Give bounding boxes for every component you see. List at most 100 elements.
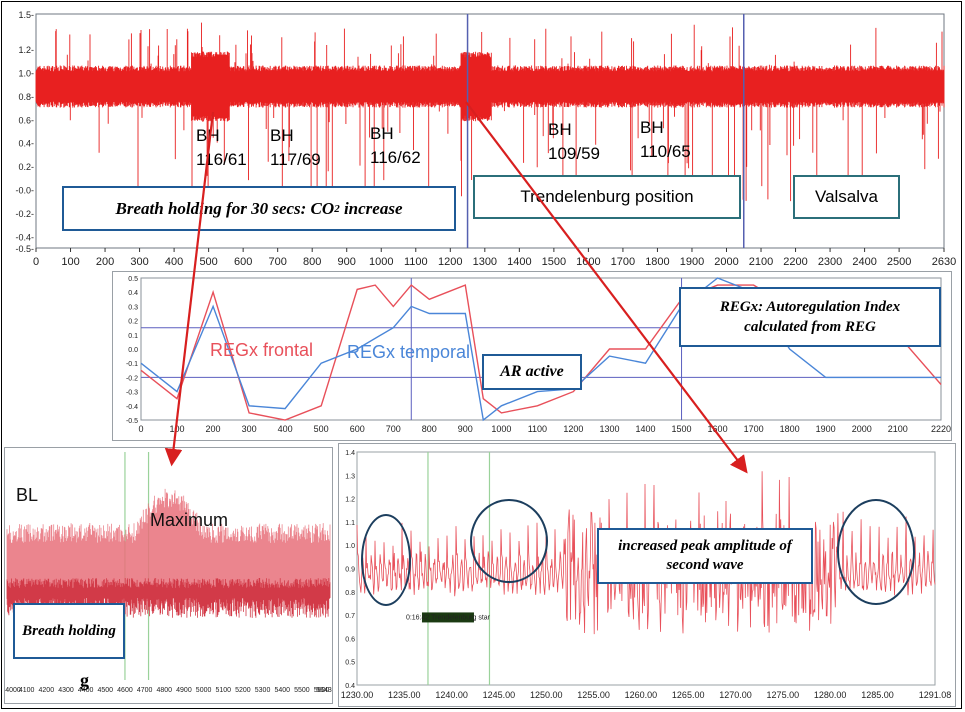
x-tick-label: 1200 xyxy=(438,256,462,268)
box-text: Valsalva xyxy=(815,187,878,206)
top-chart-panel: 1.5- 1.2- 1.0- 0.8- 0.6- 0.4- 0.2- -0.0- -0.2- -0… xyxy=(4,4,956,272)
x-tick-label: 400 xyxy=(278,424,293,434)
x-tick-label: 4100 xyxy=(19,687,35,694)
highlight-ellipse-2 xyxy=(470,499,548,583)
y-tick-label: 1.2- xyxy=(18,45,34,55)
x-tick-label: 1400 xyxy=(507,256,531,268)
bh-label: BH xyxy=(196,126,220,145)
maximum-label: Maximum xyxy=(150,510,229,530)
signal-trace xyxy=(35,22,945,222)
y-tick-label: 0.4 xyxy=(345,683,355,690)
x-tick-label: 1700 xyxy=(611,256,635,268)
y-tick-label: -0.2 xyxy=(126,375,138,382)
y-tick-label: 1.4 xyxy=(345,450,355,457)
x-tick-label: 4200 xyxy=(39,687,55,694)
y-tick-label: 0.8 xyxy=(345,590,355,597)
x-tick-label: 500 xyxy=(199,256,217,268)
bp-value: 117/69 xyxy=(270,150,321,169)
y-tick-label: 0.2- xyxy=(18,162,34,172)
x-tick-label: 1100 xyxy=(528,424,547,434)
x-tick-label: 2220 xyxy=(931,424,951,434)
top-chart: 1.5- 1.2- 1.0- 0.8- 0.6- 0.4- 0.2- -0.0- -0.2- -0… xyxy=(15,10,956,268)
x-tick-label: 4700 xyxy=(137,687,153,694)
x-tick-label: 1235.00 xyxy=(388,690,421,700)
y-tick-label: 0.6 xyxy=(345,636,355,643)
box-text: REGx: Autoregulation Index calculated fr… xyxy=(719,299,901,335)
x-tick-label: 1800 xyxy=(780,424,800,434)
x-tick-label: 600 xyxy=(234,256,252,268)
y-tick-label: -0.0- xyxy=(15,186,34,196)
y-tick-label: -0.4 xyxy=(126,404,138,411)
regx-autoregulation-box: REGx: Autoregulation Index calculated fr… xyxy=(679,287,941,347)
regx-temporal-label: REGx temporal xyxy=(347,342,471,362)
y-tick-label: 0.2 xyxy=(128,319,138,326)
x-tick-label: 5400 xyxy=(274,687,290,694)
x-tick-label: 4600 xyxy=(117,687,133,694)
y-tick-label: -0.5 xyxy=(126,418,138,425)
x-tick-label: 900 xyxy=(338,256,356,268)
bp-value: 116/62 xyxy=(370,148,421,167)
x-tick-label: 4000 xyxy=(5,687,21,694)
y-tick-label: 0.0 xyxy=(128,347,138,354)
x-tick-label: 1000 xyxy=(369,256,393,268)
y-tick-label: 0.1 xyxy=(128,333,138,340)
x-tick-label: 700 xyxy=(268,256,286,268)
x-tick-label: 2300 xyxy=(818,256,842,268)
y-tick-label: 0.5 xyxy=(128,276,138,283)
y-tick-label: -0.3 xyxy=(126,390,138,397)
box-text: AR active xyxy=(500,363,564,380)
x-tick-label: 2630 xyxy=(932,256,956,268)
bp-value: 110/65 xyxy=(640,142,691,161)
x-tick-label: 500 xyxy=(314,424,329,434)
x-tick-label: 1700 xyxy=(744,424,764,434)
bh-label: BH xyxy=(548,120,572,139)
x-tick-label: 1900 xyxy=(680,256,704,268)
x-tick-label: 0 xyxy=(33,256,39,268)
x-tick-label: 1230.00 xyxy=(341,690,374,700)
x-tick-label: 5000 xyxy=(196,687,212,694)
x-tick-label: 1500 xyxy=(672,424,692,434)
y-tick-label: -0.1 xyxy=(126,361,138,368)
peak-amplitude-box: increased peak amplitude of second wave xyxy=(597,528,813,584)
box-text: Breath holding for 30 secs: CO xyxy=(115,198,335,218)
ar-active-box: AR active xyxy=(482,354,582,390)
y-tick-label: 1.0- xyxy=(18,69,34,79)
y-tick-label: 0.4 xyxy=(128,290,138,297)
x-tick-label: 800 xyxy=(303,256,321,268)
bottom-left-chart-panel: 4000 4100 4200 4300 4400 4500 4600 4700 4800 4900… xyxy=(4,447,333,704)
x-tick-label: 600 xyxy=(350,424,365,434)
x-tick-label: 1250.00 xyxy=(530,690,563,700)
y-tick-label: 1.0 xyxy=(345,543,355,550)
x-tick-label: 5643 xyxy=(316,687,332,694)
y-tick-label: 0.5 xyxy=(345,660,355,667)
x-tick-label: 5600 xyxy=(314,687,330,694)
box-text: Breath holding xyxy=(22,623,116,639)
x-tick-label: 1800 xyxy=(645,256,669,268)
x-tick-label: 1000 xyxy=(491,424,511,434)
x-tick-label: 1300 xyxy=(599,424,619,434)
bl-label: BL xyxy=(16,485,39,505)
bp-value: 116/61 xyxy=(196,150,247,169)
breath-trace-lower xyxy=(6,578,331,618)
breath-trace xyxy=(6,488,331,610)
x-tick-label: 1400 xyxy=(635,424,655,434)
y-tick-label: -0.4- xyxy=(15,232,34,242)
bh-label: BH xyxy=(370,124,394,143)
x-tick-label: 1245.00 xyxy=(483,690,516,700)
y-tick-label: 0.3 xyxy=(128,304,138,311)
x-tick-label: 1240.00 xyxy=(435,690,468,700)
x-tick-label: 1291.08 xyxy=(919,690,952,700)
x-tick-label: 300 xyxy=(130,256,148,268)
x-tick-label: 5200 xyxy=(235,687,251,694)
bp-label-3: BH 116/62 xyxy=(370,122,421,170)
bp-label-5: BH 110/65 xyxy=(640,116,691,164)
x-tick-label: 4800 xyxy=(156,687,172,694)
bp-label-4: BH 109/59 xyxy=(548,118,600,166)
bh-label: BH xyxy=(640,118,664,137)
x-tick-label: 1500 xyxy=(542,256,566,268)
y-tick-label: -0.5- xyxy=(15,244,34,254)
x-tick-label: 1270.00 xyxy=(719,690,752,700)
y-tick-label: 0.4- xyxy=(18,139,34,149)
x-tick-label: 800 xyxy=(422,424,437,434)
x-tick-label: 1100 xyxy=(404,256,428,268)
